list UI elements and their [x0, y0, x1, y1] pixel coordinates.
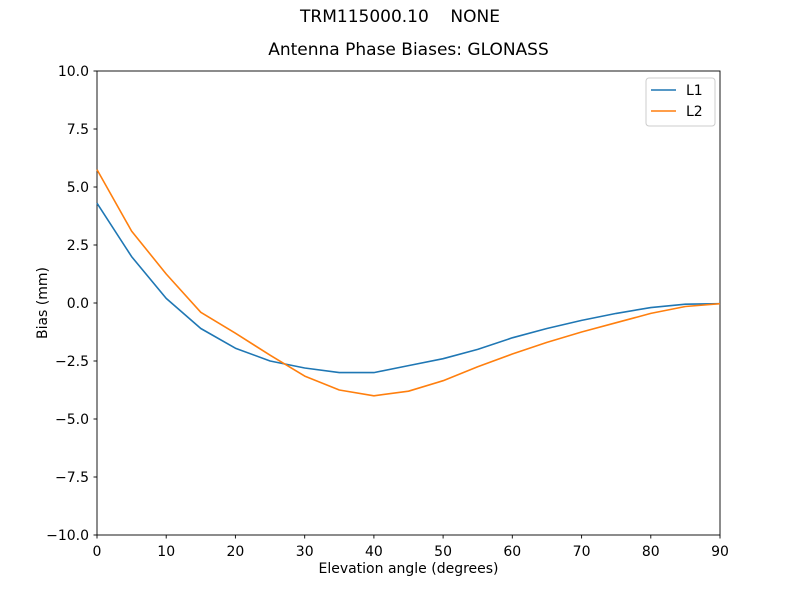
y-tick-label: 0.0 — [67, 296, 89, 312]
x-axis-label: Elevation angle (degrees) — [318, 561, 499, 577]
x-tick-label: 90 — [711, 544, 729, 560]
x-tick-label: 50 — [434, 544, 452, 560]
y-tick-label: −5.0 — [55, 412, 89, 428]
x-tick-label: 20 — [226, 544, 244, 560]
axes-box — [96, 70, 721, 536]
y-tick-label: 7.5 — [67, 122, 89, 138]
y-tick-label: −2.5 — [55, 354, 89, 370]
x-tick-label: 60 — [503, 544, 521, 560]
legend-label: L1 — [686, 83, 703, 99]
x-tick-label: 80 — [642, 544, 660, 560]
y-tick-label: −10.0 — [46, 528, 89, 544]
series-line-l2 — [96, 169, 721, 397]
x-tick-label: 10 — [157, 544, 175, 560]
x-tick-label: 70 — [573, 544, 591, 560]
series-line-l1 — [96, 202, 721, 374]
y-tick-label: −7.5 — [55, 470, 89, 486]
legend-label: L2 — [686, 104, 703, 120]
x-tick-label: 40 — [365, 544, 383, 560]
axes-title: Antenna Phase Biases: GLONASS — [268, 40, 549, 60]
y-tick-label: 5.0 — [67, 180, 89, 196]
x-tick-label: 0 — [93, 544, 102, 560]
figure-suptitle: TRM115000.10 NONE — [300, 7, 500, 27]
y-tick-label: 2.5 — [67, 238, 89, 254]
x-tick-label: 30 — [296, 544, 314, 560]
y-tick-label: 10.0 — [58, 64, 89, 80]
legend-box — [645, 77, 716, 127]
